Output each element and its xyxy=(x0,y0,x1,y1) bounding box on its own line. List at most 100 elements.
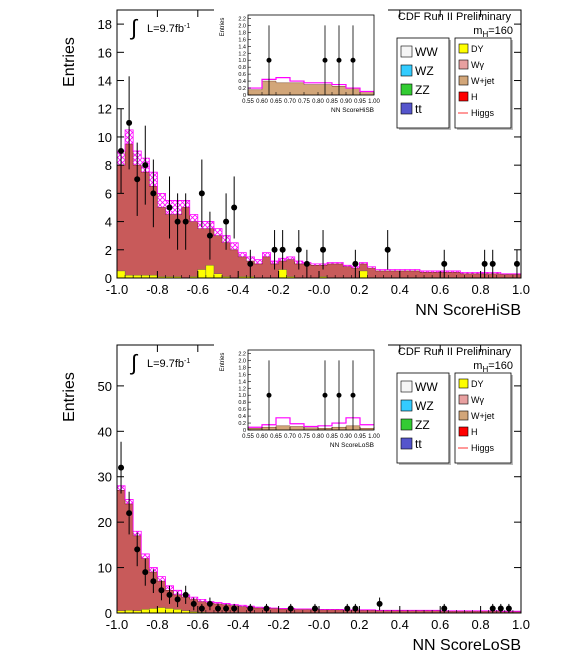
dy-bar xyxy=(205,265,215,279)
data-point xyxy=(247,605,254,612)
inset-x-tick-label: 0.85 xyxy=(326,434,338,440)
inset-x-tick-label: 1.00 xyxy=(368,99,380,105)
legend-swatch xyxy=(458,91,469,102)
inset-y-tick-label: 2.2 xyxy=(238,351,246,357)
inset-x-tick-label: 0.70 xyxy=(284,99,296,105)
inset-y-axis-title: Entries xyxy=(220,18,226,37)
higgs-band xyxy=(254,259,263,264)
higgs-band xyxy=(189,214,198,222)
legend-swatch xyxy=(400,83,413,96)
inset-x-tick-label: 0.70 xyxy=(284,434,296,440)
higgs-band xyxy=(157,193,166,208)
higgs-band xyxy=(213,228,223,236)
higgs-band xyxy=(213,602,223,604)
legend-swatch xyxy=(400,64,413,77)
inset-x-tick-label: 0.95 xyxy=(354,434,366,440)
inset-x-tick-label: 0.75 xyxy=(298,99,310,105)
dy-bar xyxy=(197,269,207,279)
inset-y-tick-label: 1.6 xyxy=(238,37,246,43)
data-point xyxy=(118,464,125,471)
inset-x-tick-label: 0.55 xyxy=(242,434,254,440)
data-point xyxy=(158,587,165,594)
higgs-band xyxy=(238,252,247,257)
legend-label: H xyxy=(471,92,478,102)
x-tick-label: -1.0 xyxy=(106,617,128,632)
data-point xyxy=(376,600,383,607)
x-tick-label: 0.2 xyxy=(350,282,368,297)
data-point xyxy=(166,591,173,598)
data-point xyxy=(142,569,149,576)
legend-label: W+jet xyxy=(471,76,495,86)
inset-x-tick-label: 0.85 xyxy=(326,99,338,105)
legend-swatch xyxy=(400,45,413,58)
x-tick-label: -0.4 xyxy=(227,282,249,297)
y-tick-label: 10 xyxy=(98,130,112,145)
x-tick-label: 0.8 xyxy=(472,282,490,297)
inset-x-tick-label: 0.90 xyxy=(340,99,352,105)
higgs-band xyxy=(238,605,247,607)
inset-y-tick-label: 0.8 xyxy=(238,65,246,71)
inset-frame xyxy=(247,14,375,96)
x-tick-label: -1.0 xyxy=(106,282,128,297)
y-tick-label: 12 xyxy=(98,102,112,117)
y-tick-label: 16 xyxy=(98,45,112,60)
data-point xyxy=(231,605,238,612)
mass-label: mH=160 xyxy=(473,360,513,374)
legend-label: Wγ xyxy=(471,395,484,405)
legend-label: ZZ xyxy=(415,418,430,432)
inset-y-tick-label: 1.4 xyxy=(238,44,246,50)
higgs-band xyxy=(197,599,206,602)
y-tick-label: 18 xyxy=(98,17,112,32)
inset-x-axis-title: NN ScoreHiSB xyxy=(331,107,374,114)
data-point xyxy=(134,546,141,553)
legend-label: WZ xyxy=(415,399,434,413)
inset-background xyxy=(214,344,388,464)
data-point xyxy=(303,260,310,267)
higgs-band xyxy=(230,242,239,250)
x-tick-label: 0.4 xyxy=(391,617,409,632)
inset-x-tick-label: 0.95 xyxy=(354,99,366,105)
data-point xyxy=(182,218,189,225)
legend-swatch xyxy=(458,394,469,405)
legend-swatch xyxy=(400,437,413,450)
chart-panel: -1.0 -0.8 -0.6 -0.4 -0.2 -0.0 0.2 0.4 0.6 0.8 1.00… xyxy=(61,344,530,654)
inset-background xyxy=(214,9,388,129)
higgs-band xyxy=(375,269,384,271)
higgs-band xyxy=(367,266,376,269)
x-tick-label: 1.0 xyxy=(512,282,530,297)
higgs-band xyxy=(310,263,319,266)
dy-bar xyxy=(149,608,158,614)
inset-y-tick-label: 0.8 xyxy=(238,400,246,406)
y-tick-label: 6 xyxy=(105,186,112,201)
data-point xyxy=(489,605,496,612)
data-point xyxy=(271,246,278,253)
inset-y-tick-label: 0 xyxy=(243,93,246,99)
x-tick-label: -0.0 xyxy=(308,617,330,632)
y-tick-label: 10 xyxy=(98,561,112,576)
legend-label: DY xyxy=(471,379,484,389)
inset-y-tick-label: 1.2 xyxy=(238,386,246,392)
inset-higgs-line xyxy=(248,417,374,428)
integral-symbol: ∫ xyxy=(129,350,139,375)
y-tick-label: 4 xyxy=(105,215,112,230)
inset-x-tick-label: 0.80 xyxy=(312,99,324,105)
data-point xyxy=(247,260,254,267)
y-tick-label: 50 xyxy=(98,379,112,394)
legend-swatch xyxy=(400,102,413,115)
data-point xyxy=(174,596,181,603)
data-point xyxy=(489,260,496,267)
data-point xyxy=(344,605,351,612)
x-tick-label: -0.2 xyxy=(267,282,289,297)
data-point xyxy=(142,162,149,169)
x-tick-label: -0.0 xyxy=(308,282,330,297)
data-point xyxy=(206,232,213,239)
data-point xyxy=(126,510,133,517)
data-point xyxy=(182,591,189,598)
inset-panel: 0.55 0.60 0.65 0.70 0.75 0.80 0.85 0.90 0.95 1.00… xyxy=(214,344,388,464)
data-point xyxy=(223,605,230,612)
y-tick-label: 20 xyxy=(98,515,112,530)
data-point xyxy=(206,600,213,607)
legend-swatch xyxy=(458,75,469,86)
figure-title: CDF Run II Preliminary xyxy=(398,346,512,358)
